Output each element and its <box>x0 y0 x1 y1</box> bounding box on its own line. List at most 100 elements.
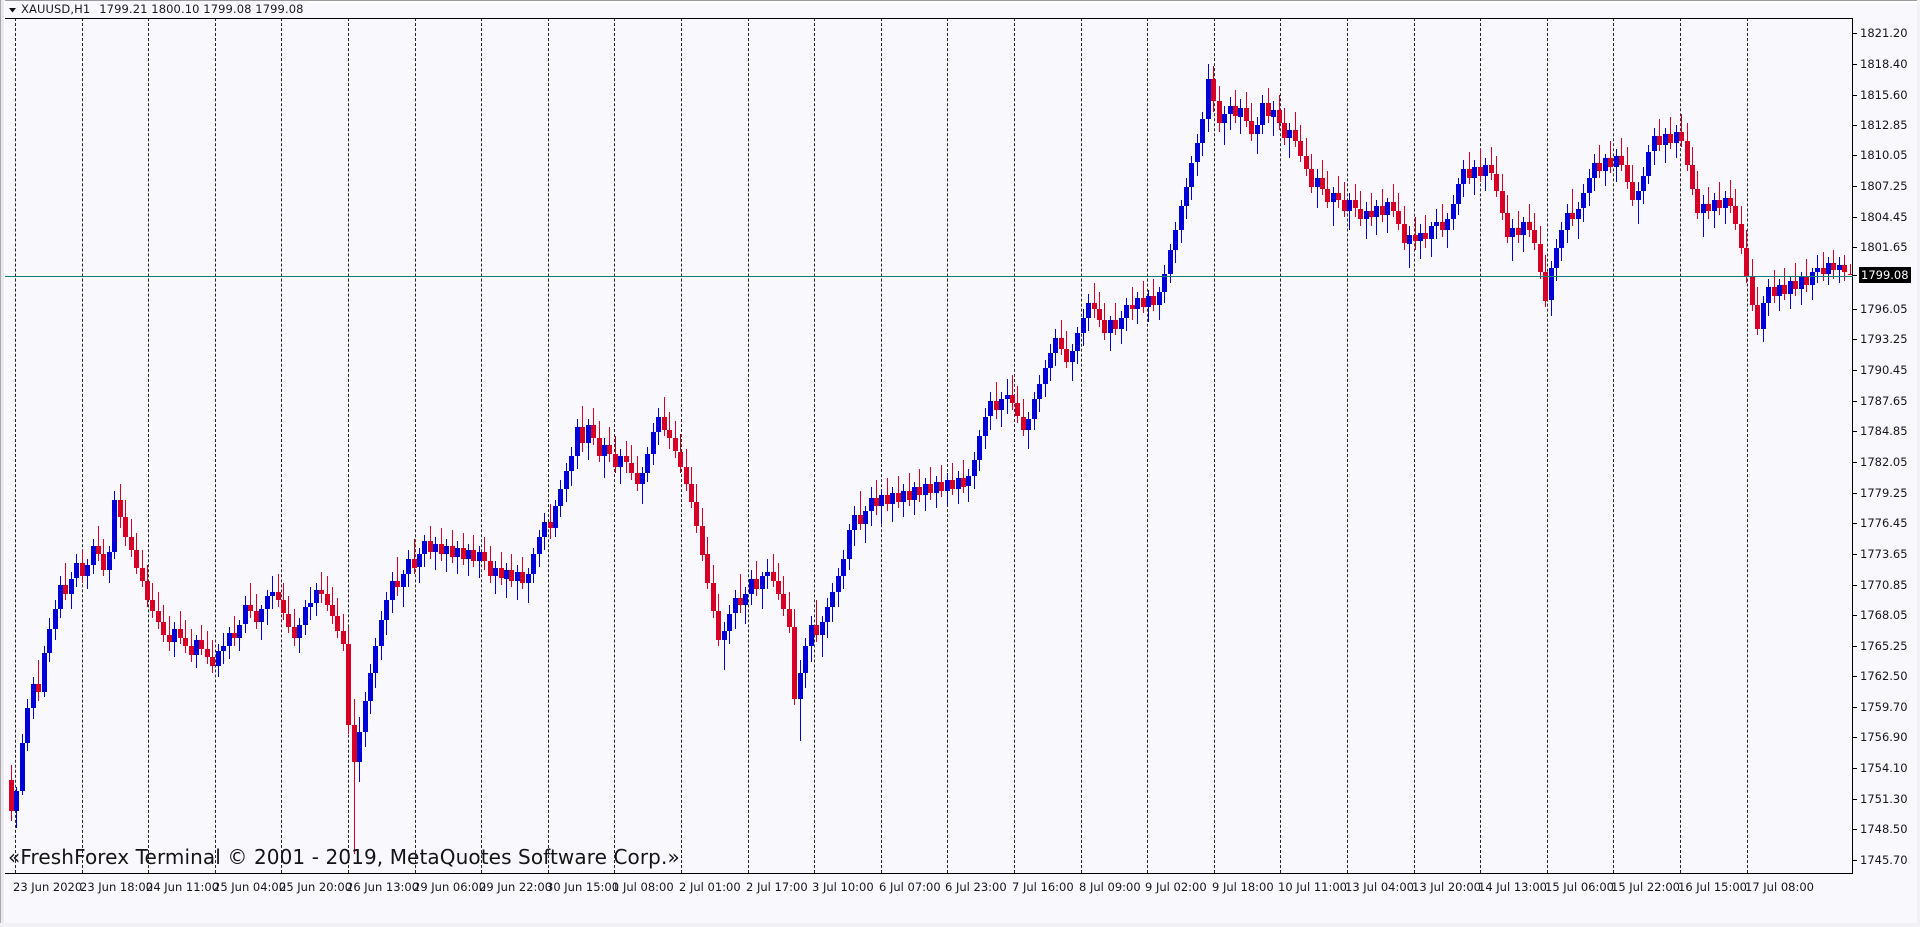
time-tick-label: 25 Jun 04:00 <box>213 880 287 894</box>
candle-body <box>379 620 384 647</box>
candle-body <box>216 650 221 667</box>
candle-body <box>221 646 226 651</box>
candle-body <box>1483 164 1488 176</box>
candle-body <box>107 552 112 570</box>
candle-body <box>1347 199 1352 211</box>
candle-wick <box>1273 101 1274 137</box>
candle-body <box>1255 125 1260 135</box>
candle-body <box>85 565 90 577</box>
price-tick-label: 1804.45 <box>1860 210 1908 224</box>
candle-body <box>749 578 754 594</box>
candle-body <box>439 543 444 555</box>
candle-body <box>548 521 553 529</box>
candle-body <box>1043 368 1048 384</box>
price-tick <box>1853 493 1857 494</box>
candle-body <box>1755 304 1760 329</box>
candle-wick <box>1621 138 1622 172</box>
candle-body <box>1739 223 1744 248</box>
candle-body <box>602 445 607 456</box>
candle-body <box>531 554 536 575</box>
candle-body <box>678 451 683 467</box>
candle-body <box>1690 164 1695 189</box>
candle-body <box>493 567 498 577</box>
candle-wick <box>1425 215 1426 248</box>
candle-body <box>488 561 493 577</box>
candle-body <box>765 571 770 577</box>
candle-body <box>330 604 335 616</box>
candle-body <box>363 701 368 732</box>
time-tick-label: 9 Jul 02:00 <box>1145 880 1207 894</box>
candle-body <box>961 477 966 487</box>
candle-body <box>1728 197 1733 207</box>
candle-wick <box>740 574 741 614</box>
price-tick-label: 1765.25 <box>1860 639 1908 653</box>
candle-wick <box>212 639 213 673</box>
candle-body <box>956 477 961 489</box>
candle-body <box>1603 158 1608 172</box>
candle-body <box>1701 204 1706 213</box>
candle-body <box>406 558 411 575</box>
candle-body <box>1021 416 1026 430</box>
triangle-down-icon[interactable] <box>6 3 18 15</box>
candle-body <box>1570 212 1575 220</box>
candle-body <box>901 490 906 502</box>
candle-body <box>265 596 270 610</box>
window-border-bottom <box>0 923 1920 927</box>
candle-body <box>787 609 792 627</box>
candle-body <box>1097 309 1102 321</box>
candle-wick <box>1371 193 1372 226</box>
candle-body <box>803 646 808 673</box>
candle-wick <box>261 604 262 640</box>
candle-body <box>624 455 629 463</box>
candle-body <box>91 545 96 566</box>
vertical-gridline <box>1680 18 1681 873</box>
candle-wick <box>1529 204 1530 237</box>
candle-body <box>477 552 482 561</box>
candle-body <box>319 589 324 594</box>
candle-body <box>1238 107 1243 117</box>
candle-body <box>1440 221 1445 231</box>
vertical-gridline <box>215 18 216 873</box>
candle-body <box>1119 318 1124 329</box>
time-tick-label: 26 Jun 13:00 <box>346 880 420 894</box>
candle-body <box>1195 142 1200 163</box>
candle-body <box>270 591 275 596</box>
candle-body <box>1837 265 1842 270</box>
candle-body <box>1277 110 1282 124</box>
candle-body <box>1793 280 1798 290</box>
symbol-timeframe-label: XAUUSD,H1 <box>21 2 91 16</box>
time-axis[interactable]: 23 Jun 2020 23 Jun 18:00 24 Jun 11:00 25 Ju… <box>5 875 1853 903</box>
candle-wick <box>1850 264 1851 276</box>
candle-body <box>1064 348 1069 362</box>
vertical-gridline <box>1480 18 1481 873</box>
vertical-gridline <box>614 18 615 873</box>
chart-plot-area[interactable] <box>5 18 1853 873</box>
price-tick <box>1853 646 1857 647</box>
candle-body <box>520 571 525 583</box>
time-tick-label: 6 Jul 07:00 <box>879 880 941 894</box>
candle-wick <box>169 615 170 651</box>
candle-body <box>896 493 901 502</box>
candle-body <box>1309 169 1314 187</box>
candle-wick <box>1257 116 1258 154</box>
time-tick-label: 6 Jul 23:00 <box>945 880 1007 894</box>
candle-body <box>455 547 460 557</box>
candle-body <box>412 558 417 568</box>
candle-wick <box>865 506 866 544</box>
candle-body <box>820 622 825 636</box>
candle-wick <box>1572 188 1573 226</box>
candle-wick <box>1670 116 1671 150</box>
candle-body <box>259 609 264 623</box>
vertical-gridline <box>281 18 282 873</box>
price-tick-label: 1801.65 <box>1860 240 1908 254</box>
candle-body <box>1315 177 1320 187</box>
candle-wick <box>354 698 355 855</box>
candle-body <box>1777 285 1782 296</box>
vertical-gridline <box>1081 18 1082 873</box>
candle-wick <box>642 466 643 504</box>
candle-body <box>1032 399 1037 419</box>
candle-wick <box>185 620 186 653</box>
price-axis[interactable]: 1821.20 1818.40 1815.60 1812.85 1810.05 1807.… <box>1853 18 1917 874</box>
candle-body <box>912 486 917 500</box>
candle-wick <box>1387 197 1388 233</box>
